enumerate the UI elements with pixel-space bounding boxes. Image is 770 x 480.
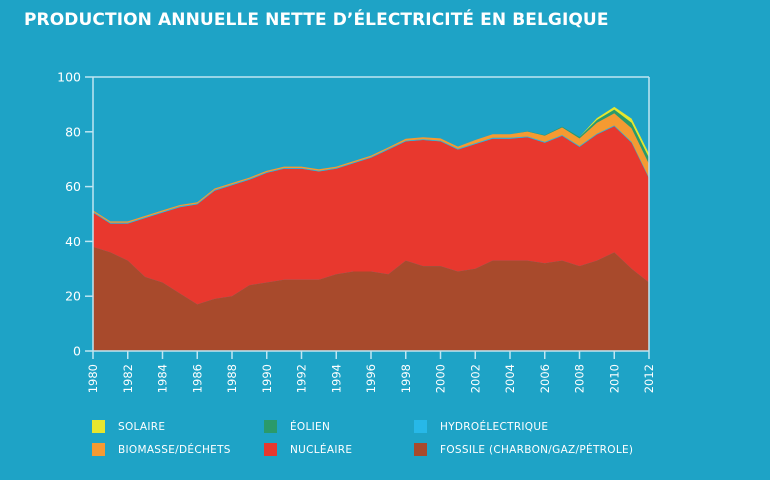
legend-swatch-fossile	[414, 443, 427, 456]
x-tick-label: 2000	[434, 364, 448, 393]
axes: 0 20 40 60 80 100 1980 1982 1984 1986 1988 1990 1992…	[57, 70, 656, 394]
legend-label: BIOMASSE/DÉCHETS	[118, 443, 231, 456]
x-tick-label: 1994	[329, 364, 343, 393]
legend: SOLAIRE ÉOLIEN HYDROÉLECTRIQUE BIOMASSE/…	[92, 420, 692, 460]
y-tick-label: 80	[65, 124, 81, 139]
y-tick-label: 100	[57, 70, 81, 85]
legend-label: ÉOLIEN	[290, 420, 331, 433]
legend-swatch-solaire	[92, 420, 105, 433]
legend-item-biomasse: BIOMASSE/DÉCHETS	[92, 443, 231, 456]
x-tick-label: 1990	[260, 364, 274, 393]
legend-swatch-eolien	[264, 420, 277, 433]
area-fossile-charbon-gaz-p-trole	[93, 246, 649, 351]
legend-swatch-biomasse	[92, 443, 105, 456]
x-tick-label: 1984	[156, 364, 170, 393]
legend-label: NUCLÉAIRE	[290, 443, 353, 456]
legend-item-nucleaire: NUCLÉAIRE	[264, 443, 352, 456]
stacked-area-chart: 0 20 40 60 80 100 1980 1982 1984 1986 1988 1990 1992…	[57, 70, 656, 394]
legend-label: HYDROÉLECTRIQUE	[440, 420, 549, 433]
x-tick-label: 1992	[295, 364, 309, 393]
y-tick-label: 0	[73, 344, 81, 359]
legend-item-fossile: FOSSILE (CHARBON/GAZ/PÉTROLE)	[414, 443, 633, 456]
area-nucl-aire	[93, 126, 649, 305]
chart-title: PRODUCTION ANNUELLE NETTE D’ÉLECTRICITÉ …	[24, 10, 609, 30]
x-tick-label: 1980	[86, 364, 100, 393]
legend-label: FOSSILE (CHARBON/GAZ/PÉTROLE)	[440, 443, 634, 456]
y-tick-label: 40	[65, 234, 81, 249]
x-tick-label: 2010	[607, 364, 621, 393]
x-tick-label: 2002	[468, 364, 482, 393]
x-tick-label: 1986	[190, 364, 204, 393]
y-tick-label: 60	[65, 179, 81, 194]
legend-swatch-nucleaire	[264, 443, 277, 456]
legend-swatch-hydroelectrique	[414, 420, 427, 433]
legend-item-hydroelectrique: HYDROÉLECTRIQUE	[414, 420, 548, 433]
legend-label: SOLAIRE	[118, 420, 166, 433]
x-tick-label: 2004	[503, 364, 517, 393]
x-tick-label: 1998	[399, 364, 413, 393]
x-tick-label: 2006	[538, 364, 552, 393]
x-tick-label: 1982	[121, 364, 135, 393]
x-tick-label: 2012	[642, 364, 656, 393]
area-layers	[93, 106, 649, 351]
x-tick-label: 2008	[573, 364, 587, 393]
legend-item-solaire: SOLAIRE	[92, 420, 165, 433]
y-tick-label: 20	[65, 289, 81, 304]
x-tick-label: 1988	[225, 364, 239, 393]
x-tick-label: 1996	[364, 364, 378, 393]
legend-item-eolien: ÉOLIEN	[264, 420, 330, 433]
